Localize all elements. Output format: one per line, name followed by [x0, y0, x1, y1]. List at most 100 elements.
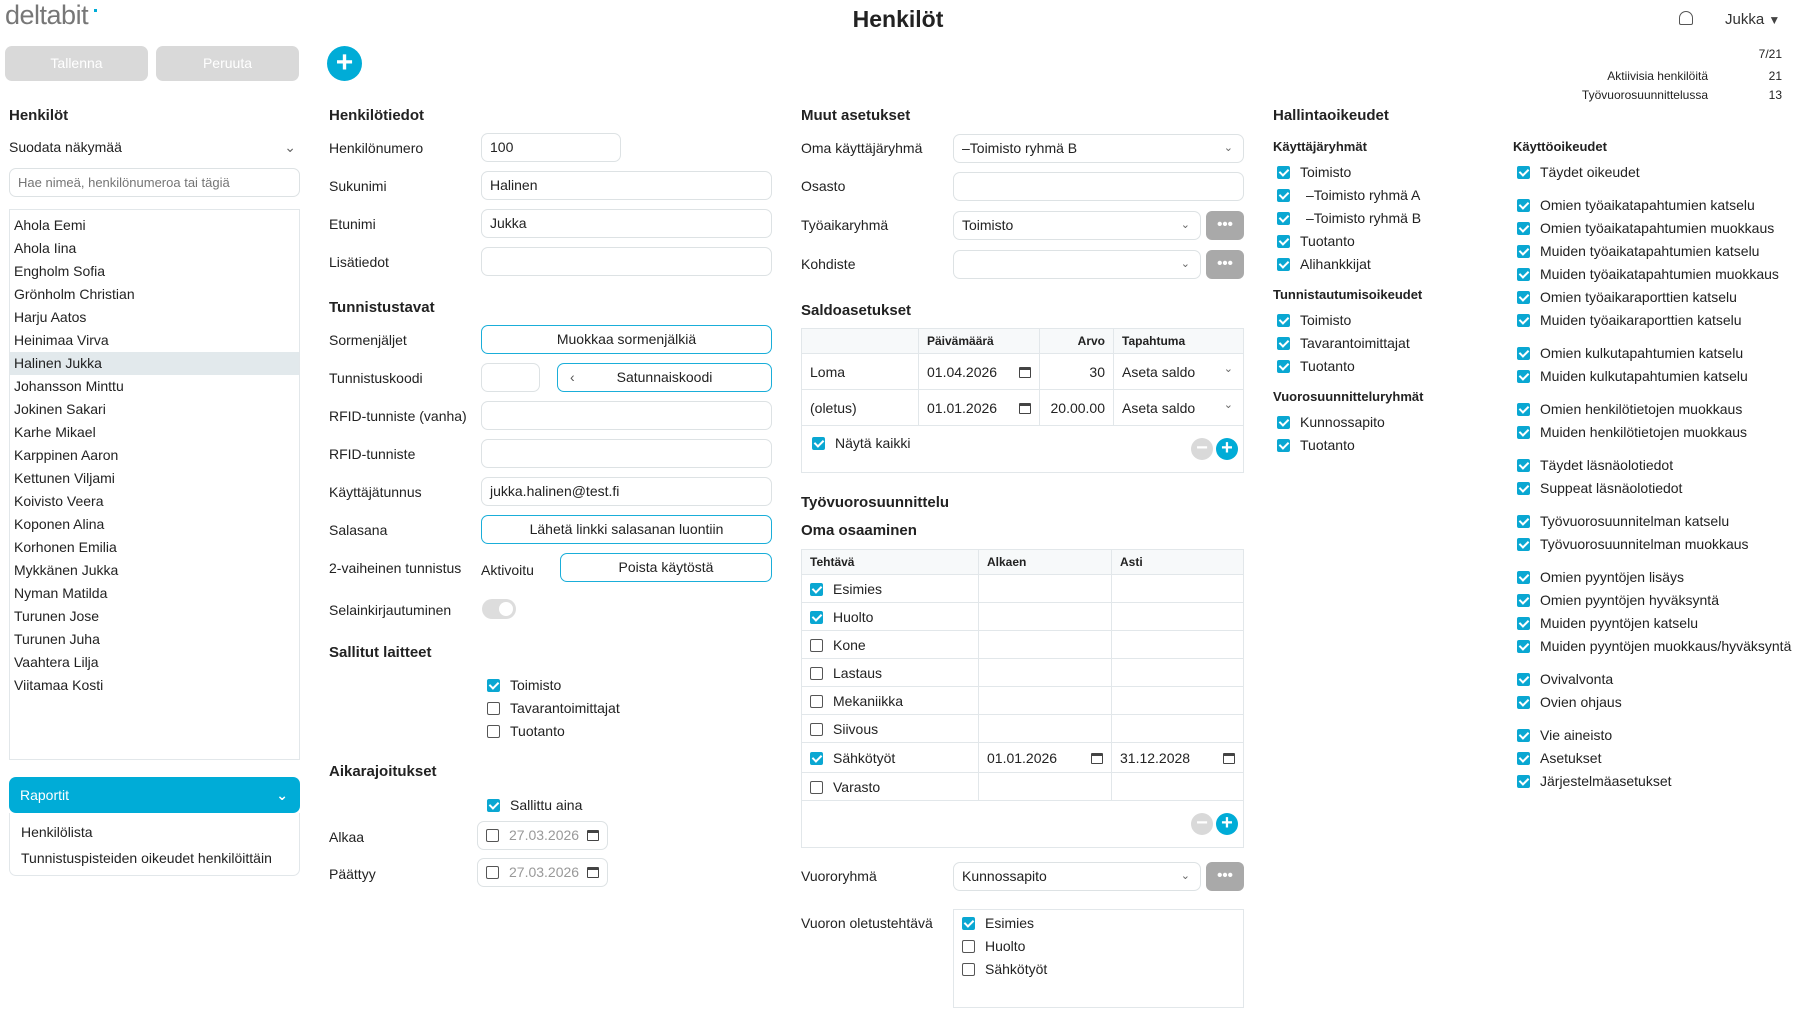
checkbox-item[interactable]: –Toimisto ryhmä A — [1277, 186, 1420, 204]
edit-fingerprints-button[interactable]: Muokkaa sormenjälkiä — [481, 325, 772, 354]
remove-button[interactable]: − — [1191, 438, 1213, 460]
end-date-input[interactable]: 27.03.2026 — [477, 858, 608, 887]
to-cell[interactable] — [1111, 602, 1244, 631]
task-cell[interactable]: Varasto — [801, 772, 979, 801]
list-item[interactable]: Mykkänen Jukka — [14, 562, 119, 578]
reports-header[interactable]: Raportit ⌄ — [9, 777, 300, 813]
checkbox-icon[interactable] — [810, 638, 823, 652]
checkbox-item[interactable]: Omien työaikatapahtumien muokkaus — [1517, 219, 1774, 237]
task-cell[interactable]: Sähkötyöt — [801, 742, 979, 773]
list-item[interactable]: Turunen Jose — [14, 608, 100, 624]
add-button[interactable]: + — [1216, 813, 1238, 835]
list-item[interactable]: Jokinen Sakari — [14, 401, 106, 417]
from-cell[interactable] — [978, 602, 1112, 631]
checkbox-icon[interactable] — [810, 722, 823, 736]
report-item[interactable]: Henkilölista — [21, 824, 93, 840]
list-item[interactable]: Heinimaa Virva — [14, 332, 109, 348]
checkbox-item[interactable]: Muiden kulkutapahtumien katselu — [1517, 367, 1748, 385]
checkbox-item[interactable]: Tavarantoimittajat — [1277, 334, 1410, 352]
group-select[interactable]: –Toimisto ryhmä B ⌄ — [953, 134, 1244, 163]
from-cell[interactable] — [978, 772, 1112, 801]
add-person-button[interactable]: + — [327, 46, 362, 81]
checkbox-item[interactable]: Omien työaikaraporttien katselu — [1517, 288, 1737, 306]
checkbox-item[interactable]: Ovivalvonta — [1517, 670, 1613, 688]
checkbox-item[interactable]: Esimies — [962, 914, 1034, 932]
checkbox-item[interactable]: Muiden työaikaraporttien katselu — [1517, 311, 1742, 329]
list-item[interactable]: Nyman Matilda — [14, 585, 108, 601]
to-cell[interactable]: 31.12.2028 — [1111, 742, 1244, 773]
checkbox-item[interactable]: Asetukset — [1517, 749, 1601, 767]
user-menu[interactable]: Jukka ▼ — [1725, 11, 1780, 28]
to-cell[interactable] — [1111, 686, 1244, 715]
checkbox-item[interactable]: Omien pyyntöjen lisäys — [1517, 568, 1684, 586]
checkbox-item[interactable]: Muiden henkilötietojen muokkaus — [1517, 423, 1747, 441]
checkbox-icon[interactable] — [810, 666, 823, 680]
balance-date[interactable]: 01.04.2026 — [918, 353, 1040, 390]
list-item[interactable]: Ahola Iina — [14, 240, 77, 256]
from-cell[interactable] — [978, 630, 1112, 659]
checkbox-icon[interactable] — [810, 694, 823, 708]
from-cell[interactable]: 01.01.2026 — [978, 742, 1112, 773]
checkbox-item[interactable]: Muiden pyyntöjen muokkaus/hyväksyntä — [1517, 637, 1791, 655]
to-cell[interactable] — [1111, 772, 1244, 801]
disable-twofa-button[interactable]: Poista käytöstä — [560, 553, 772, 582]
checkbox-icon[interactable] — [810, 751, 823, 765]
checkbox-item[interactable]: Täydet oikeudet — [1517, 163, 1640, 181]
checkbox-item[interactable]: Tuotanto — [1277, 232, 1355, 250]
list-item[interactable]: Turunen Juha — [14, 631, 100, 647]
checkbox-item[interactable]: Järjestelmäasetukset — [1517, 772, 1672, 790]
list-item[interactable]: Kettunen Viljami — [14, 470, 115, 486]
worktime-more-button[interactable]: ••• — [1206, 211, 1244, 240]
list-item[interactable]: Karppinen Aaron — [14, 447, 119, 463]
number-input[interactable]: 100 — [481, 133, 621, 162]
calendar-icon[interactable] — [1223, 752, 1235, 764]
target-select[interactable]: ⌄ — [953, 250, 1201, 279]
checkbox-icon[interactable] — [486, 866, 499, 879]
people-list[interactable]: Ahola Eemi Ahola Iina Engholm Sofia Grönhol… — [9, 209, 300, 760]
list-item[interactable]: Halinen Jukka — [10, 352, 299, 375]
list-item[interactable]: Johansson Minttu — [14, 378, 124, 394]
rfid-old-input[interactable] — [481, 401, 772, 430]
random-code-button[interactable]: ‹ Satunnaiskoodi — [557, 363, 772, 392]
username-input[interactable]: jukka.halinen@test.fi — [481, 477, 772, 506]
calendar-icon[interactable] — [1019, 402, 1031, 414]
checkbox-icon[interactable] — [810, 582, 823, 596]
task-cell[interactable]: Lastaus — [801, 658, 979, 687]
checkbox-icon[interactable] — [486, 829, 499, 842]
extra-input[interactable] — [481, 247, 772, 276]
calendar-icon[interactable] — [587, 830, 599, 841]
checkbox-item[interactable]: Tuotanto — [487, 722, 565, 740]
lastname-input[interactable]: Halinen — [481, 171, 772, 200]
checkbox-item[interactable]: Kunnossapito — [1277, 413, 1385, 431]
send-password-link-button[interactable]: Lähetä linkki salasanan luontiin — [481, 515, 772, 544]
to-cell[interactable] — [1111, 714, 1244, 743]
rfid-input[interactable] — [481, 439, 772, 468]
balance-date[interactable]: 01.01.2026 — [918, 389, 1040, 426]
to-cell[interactable] — [1111, 658, 1244, 687]
checkbox-item[interactable]: Työvuorosuunnitelman katselu — [1517, 512, 1729, 530]
checkbox-item[interactable]: Alihankkijat — [1277, 255, 1371, 273]
balance-event-select[interactable]: Aseta saldo ⌄ — [1113, 353, 1244, 390]
checkbox-item[interactable]: Omien kulkutapahtumien katselu — [1517, 344, 1743, 362]
checkbox-icon[interactable] — [810, 780, 823, 794]
list-item[interactable]: Engholm Sofia — [14, 263, 106, 279]
from-cell[interactable] — [978, 574, 1112, 603]
worktime-select[interactable]: Toimisto ⌄ — [953, 211, 1201, 240]
report-item[interactable]: Tunnistuspisteiden oikeudet henkilöittäi… — [21, 850, 272, 866]
checkbox-item[interactable]: Huolto — [962, 937, 1025, 955]
start-date-input[interactable]: 27.03.2026 — [477, 821, 608, 850]
from-cell[interactable] — [978, 658, 1112, 687]
list-item[interactable]: Koponen Alina — [14, 516, 105, 532]
add-button[interactable]: + — [1216, 438, 1238, 460]
checkbox-item[interactable]: Tavarantoimittajat — [487, 699, 620, 717]
shift-group-more-button[interactable]: ••• — [1206, 862, 1244, 891]
browser-login-toggle[interactable] — [482, 599, 516, 619]
to-cell[interactable] — [1111, 630, 1244, 659]
checkbox-item[interactable]: Muiden työaikatapahtumien katselu — [1517, 242, 1759, 260]
remove-button[interactable]: − — [1191, 813, 1213, 835]
from-cell[interactable] — [978, 714, 1112, 743]
balance-event-select[interactable]: Aseta saldo ⌄ — [1113, 389, 1244, 426]
calendar-icon[interactable] — [1019, 366, 1031, 378]
task-cell[interactable]: Kone — [801, 630, 979, 659]
task-cell[interactable]: Esimies — [801, 574, 979, 603]
